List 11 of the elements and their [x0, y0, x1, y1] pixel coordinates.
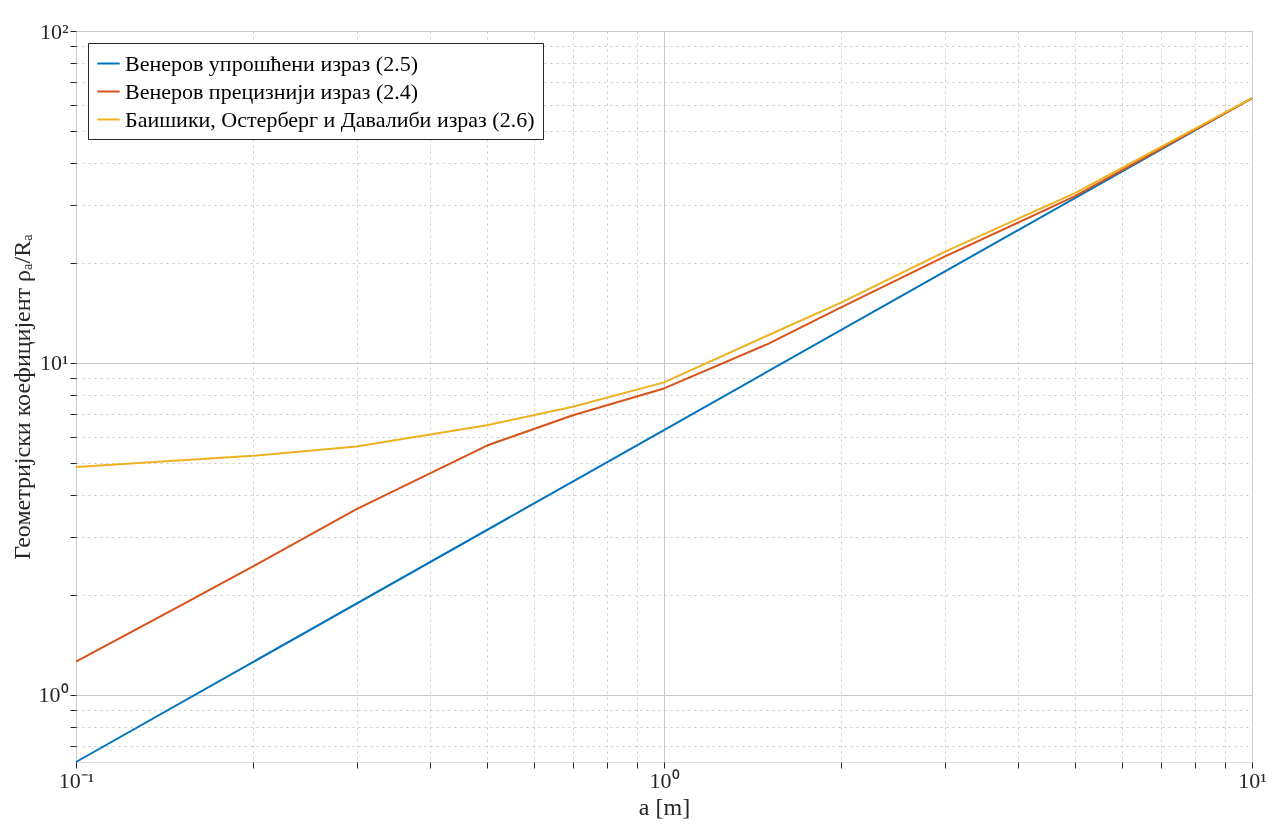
- legend-label: Венеров упрошћени израз (2.5): [125, 50, 418, 76]
- legend-label: Венеров прецизнији израз (2.4): [125, 78, 419, 104]
- y-tick-label: 10⁰: [38, 682, 69, 708]
- x-tick-label: 10⁰: [649, 767, 680, 793]
- x-axis-title: a [m]: [638, 793, 691, 820]
- legend-label: Баишики, Остерберг и Давалиби израз (2.6): [125, 106, 535, 132]
- x-tick-label: 10⁻¹: [58, 767, 95, 793]
- y-tick-label: 10¹: [39, 350, 69, 376]
- y-axis-title: Геометријски коефицијент ρₐ/Rₐ: [8, 233, 35, 560]
- x-tick-label: 10¹: [1238, 767, 1267, 793]
- y-tick-label: 10²: [39, 18, 69, 44]
